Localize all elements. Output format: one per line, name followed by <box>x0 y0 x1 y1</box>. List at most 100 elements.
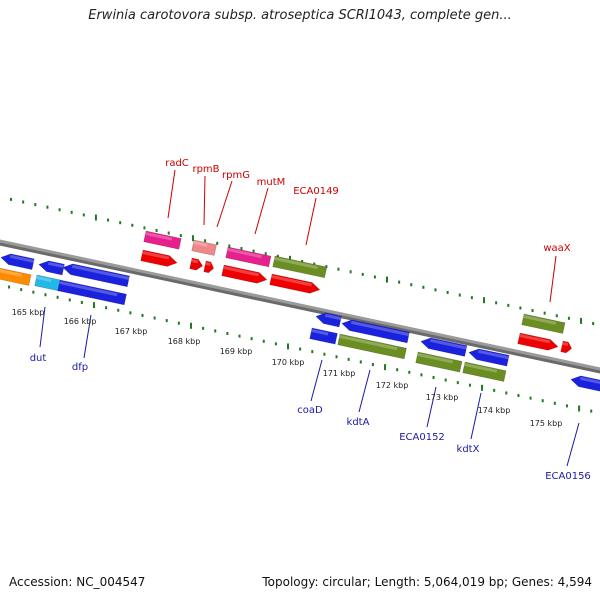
minor-tick <box>398 280 401 284</box>
minor-tick <box>274 342 277 346</box>
gene-ECA0149-box <box>272 255 328 279</box>
gene-ECA0156-cds-shape <box>570 375 600 394</box>
minor-tick <box>396 368 399 372</box>
gene-mutM-cds <box>221 264 268 284</box>
gene-ECA0152-box-shine <box>417 352 454 364</box>
minor-tick <box>250 337 253 341</box>
gene-ECA0152-cds-shape <box>420 337 468 357</box>
gene-dfp-box-b <box>57 279 127 306</box>
gene-ECA0149-box-shape <box>272 255 328 279</box>
gene-radC-box <box>143 230 182 250</box>
leader-rpmG <box>216 180 233 228</box>
gene-mutM-cds-shine <box>223 265 260 277</box>
minor-tick <box>592 321 595 325</box>
minor-tick <box>590 409 593 413</box>
minor-tick <box>361 272 364 276</box>
minor-tick <box>22 200 25 204</box>
minor-tick <box>519 306 522 310</box>
gene-ECA0150-cds <box>315 312 342 328</box>
gene-ECA0137-cds-shape <box>0 253 35 270</box>
major-tick <box>384 364 387 371</box>
minor-tick <box>553 401 556 405</box>
minor-tick <box>529 396 532 400</box>
minor-tick <box>565 404 568 408</box>
major-tick <box>481 384 484 391</box>
minor-tick <box>323 352 326 356</box>
gene-label-rpmB: rpmB <box>192 164 219 175</box>
gene-ECA0150-cds-shine <box>324 313 342 321</box>
major-tick <box>92 302 95 309</box>
kbp-label-166: 166 kbp <box>64 317 97 326</box>
gene-dut-box <box>0 265 32 286</box>
gene-ECA0152-cds-shine <box>429 338 467 350</box>
gene-kdtX-box <box>462 361 507 382</box>
minor-tick <box>349 270 352 274</box>
leader-mutM <box>254 187 269 235</box>
gene-radC-cds-shape <box>140 249 178 267</box>
gene-label-mutM: mutM <box>257 177 286 188</box>
gene-rpmB-cds <box>189 257 204 271</box>
minor-tick <box>456 381 459 385</box>
minor-tick <box>301 259 304 263</box>
gene-waaX-cds-shine <box>519 333 551 344</box>
gene-waaX-cds-shape <box>517 332 559 351</box>
minor-tick <box>543 311 546 315</box>
minor-tick <box>373 275 376 279</box>
minor-tick <box>567 316 570 320</box>
gene-ECA0154-cds-shape <box>560 340 573 354</box>
leader-radC <box>167 169 176 219</box>
kbp-label-167: 167 kbp <box>115 327 148 336</box>
minor-tick <box>119 221 122 225</box>
gene-features <box>0 230 600 394</box>
gene-ECA0138-cds-shape <box>38 260 65 276</box>
gene-mutM-box-shine <box>227 247 263 259</box>
gene-rpmB-box <box>191 239 217 256</box>
gene-kdtX-cds-shape <box>468 348 510 367</box>
minor-tick <box>408 370 411 374</box>
kbp-label-174: 174 kbp <box>478 406 511 415</box>
kbp-label-165: 165 kbp <box>12 308 45 317</box>
gene-kdtX-box-shine <box>464 362 498 373</box>
minor-tick <box>359 360 362 364</box>
gene-kdtX-box-shape <box>462 361 507 382</box>
gene-ECA0149-box-shine <box>274 256 318 270</box>
gene-radC-cds-shine <box>142 250 170 260</box>
leader-ECA0152 <box>426 386 437 428</box>
page-title: Erwinia carotovora subsp. atroseptica SC… <box>88 8 512 23</box>
minor-tick <box>226 332 229 336</box>
gene-mutM-box-shape <box>225 246 272 268</box>
minor-tick <box>32 290 35 294</box>
minor-tick <box>446 290 449 294</box>
gene-ECA0139-cds-shape <box>62 263 130 288</box>
gene-label-radC: radC <box>165 158 189 169</box>
minor-tick <box>517 394 520 398</box>
gene-ECA0139-cds-shine <box>71 264 130 280</box>
gene-rpmG-cds-shine <box>205 261 211 266</box>
kbp-label-175: 175 kbp <box>530 419 563 428</box>
leader-waaX <box>549 255 557 303</box>
minor-tick <box>371 363 374 367</box>
minor-tick <box>216 241 219 245</box>
gene-mutM-box <box>225 246 272 268</box>
kbp-label-169: 169 kbp <box>220 347 253 356</box>
minor-tick <box>470 296 473 300</box>
minor-tick <box>165 319 168 323</box>
minor-tick <box>56 295 59 299</box>
gene-ECA0154-cds-shine <box>562 341 569 347</box>
gene-mutM-cds-shape <box>221 264 268 284</box>
minor-tick <box>252 249 255 253</box>
minor-tick <box>434 288 437 292</box>
gene-label-rpmG: rpmG <box>222 170 250 181</box>
minor-tick <box>179 234 182 238</box>
minor-tick <box>507 303 510 307</box>
minor-tick <box>143 226 146 230</box>
minor-tick <box>204 239 207 243</box>
minor-tick <box>240 247 243 251</box>
minor-tick <box>141 313 144 317</box>
gene-rpmG-cds <box>203 260 215 274</box>
minor-tick <box>432 375 435 379</box>
gene-waaX-cds <box>517 332 559 351</box>
kbp-label-171: 171 kbp <box>323 369 356 378</box>
minor-tick <box>34 203 37 207</box>
gene-label-kdtX: kdtX <box>457 444 480 455</box>
